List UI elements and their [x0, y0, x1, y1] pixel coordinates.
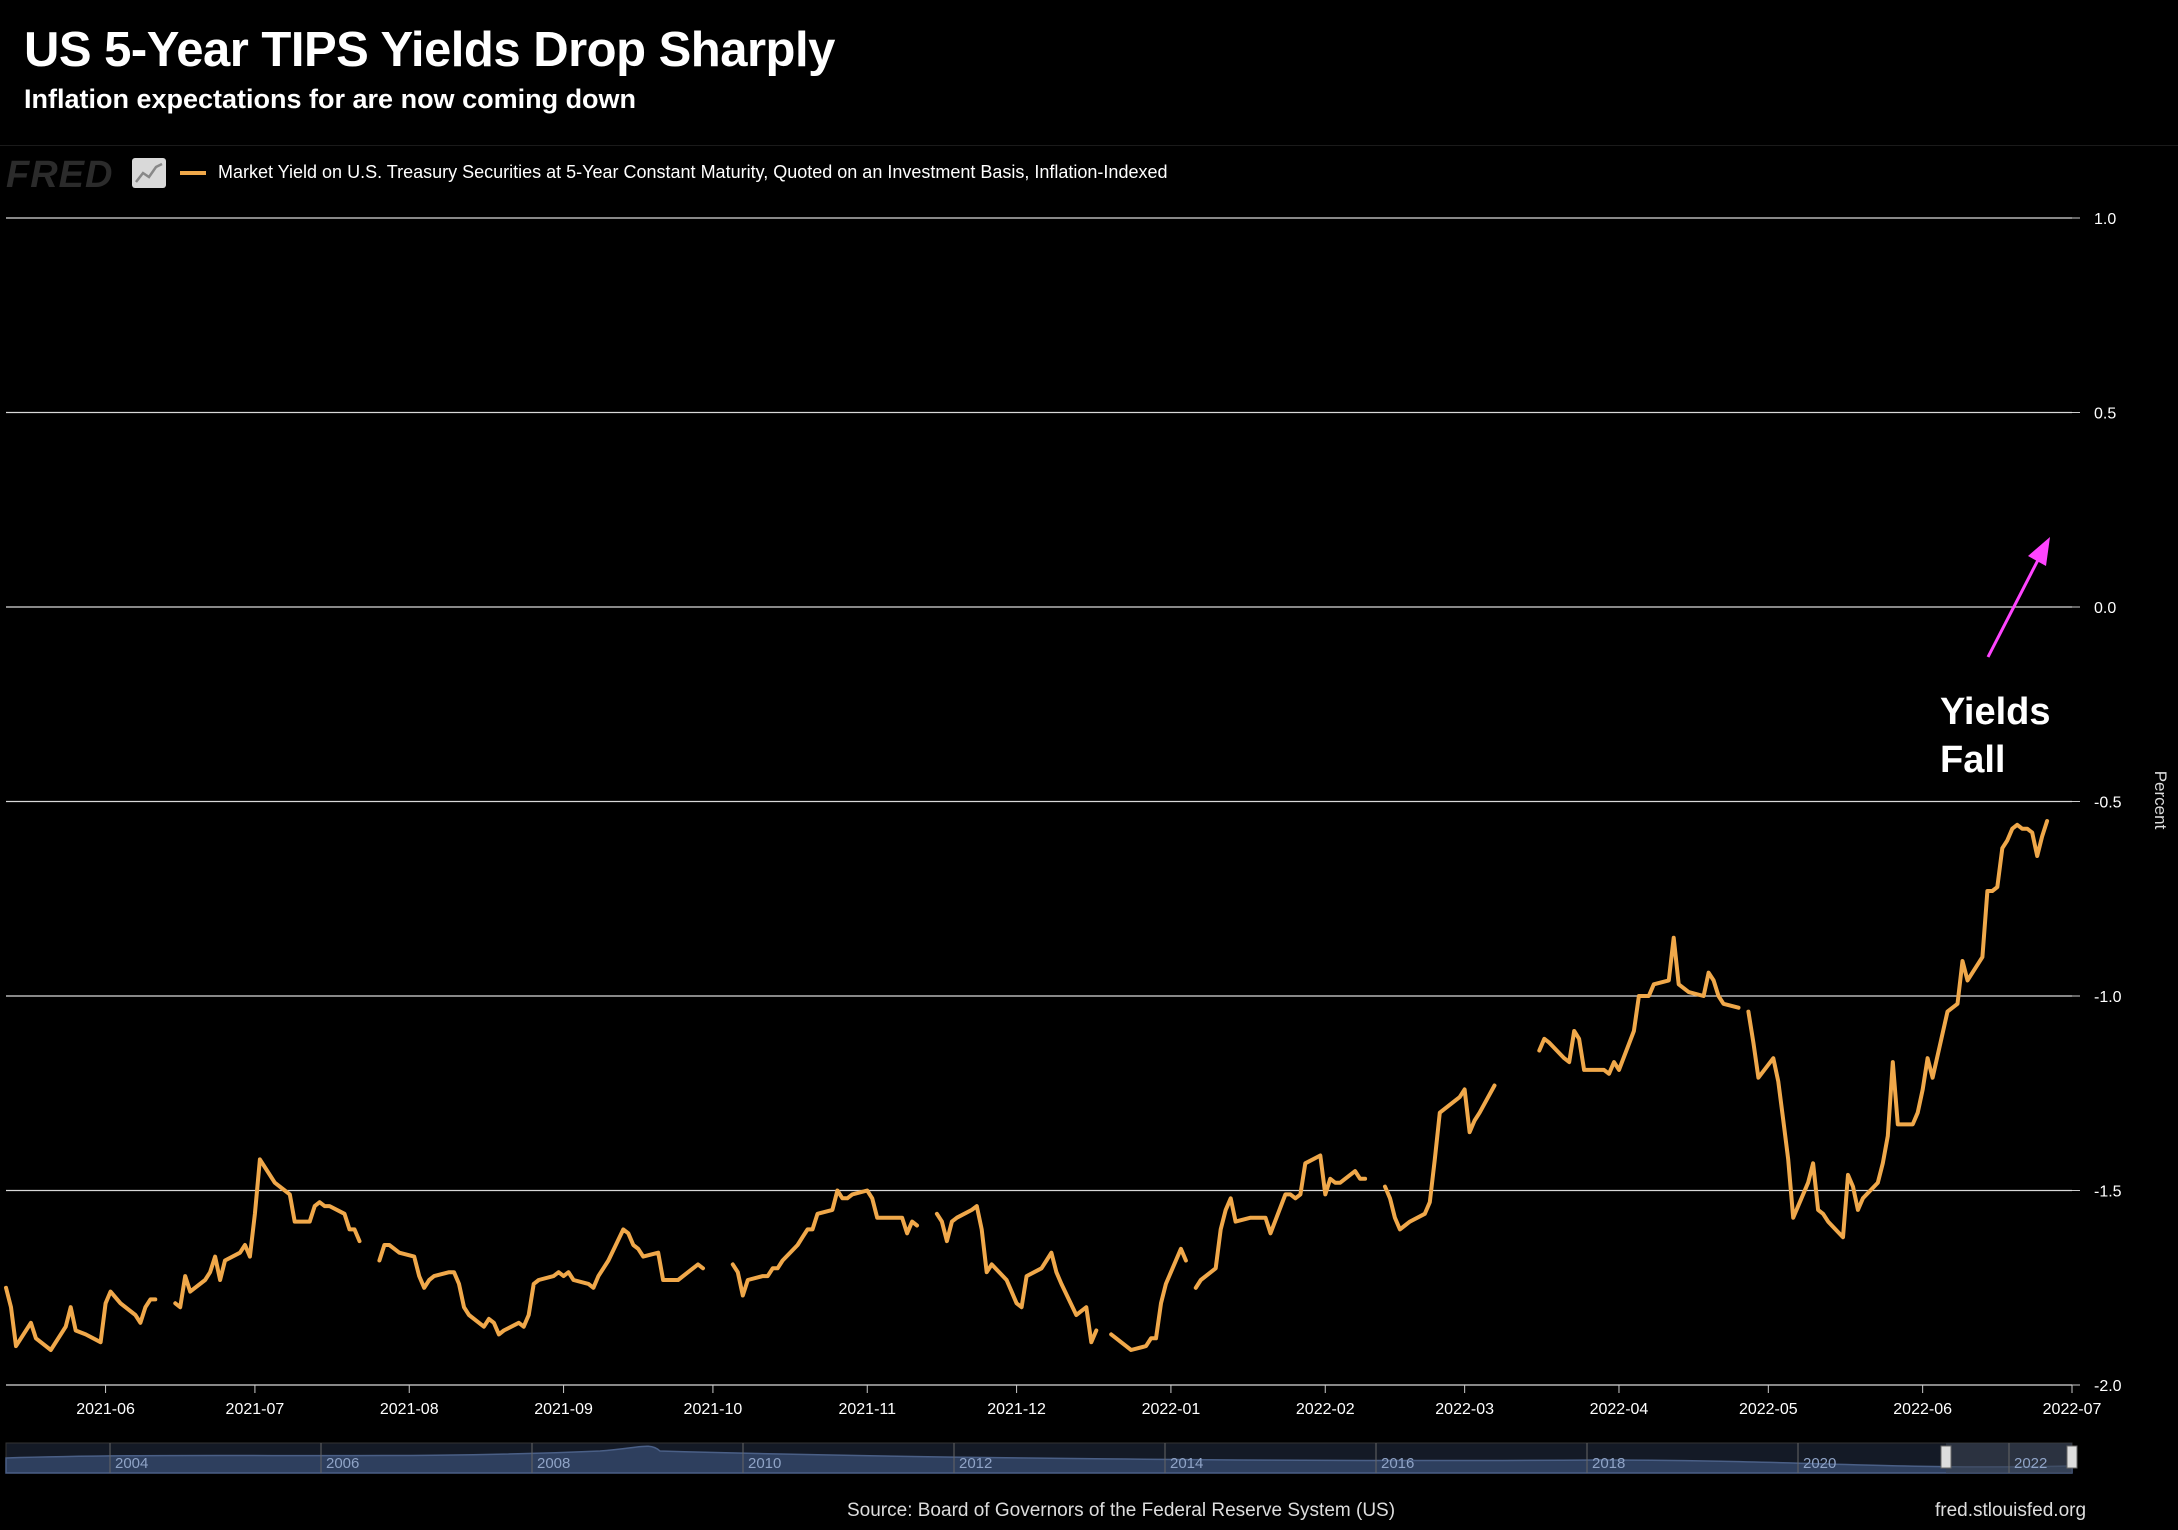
series-line-segment — [730, 1188, 919, 1298]
chart-subtitle: Inflation expectations for are now comin… — [24, 84, 637, 114]
y-tick-label: -0.5 — [2094, 795, 2122, 812]
y-tick-label: -1.0 — [2094, 989, 2122, 1006]
navigator-year-label: 2020 — [1803, 1455, 1836, 1472]
y-tick-label: 0.5 — [2094, 406, 2116, 423]
header-divider — [0, 145, 2178, 146]
source-note: Source: Board of Governors of the Federa… — [847, 1500, 1396, 1521]
navigator-year-label: 2014 — [1170, 1455, 1203, 1472]
yields-fall-annotation: Yields Fall — [1940, 688, 2051, 784]
x-tick-label: 2022-03 — [1435, 1401, 1494, 1418]
x-tick-label: 2021-06 — [76, 1401, 135, 1418]
fred-link[interactable]: fred.stlouisfed.org — [1935, 1500, 2087, 1521]
navigator-left-handle — [1940, 1445, 1952, 1469]
y-tick-label: -2.0 — [2094, 1378, 2122, 1395]
navigator-right-handle — [2066, 1445, 2078, 1469]
annotation-arrow-shaft — [1986, 559, 2040, 658]
series-line-segment — [173, 1157, 362, 1310]
series-line-segment — [1109, 1246, 1188, 1352]
fred-logo: FRED — [6, 154, 114, 196]
series-line-segment — [1746, 819, 2050, 1240]
x-tick-label: 2022-05 — [1739, 1401, 1798, 1418]
x-tick-label: 2021-12 — [987, 1401, 1046, 1418]
series-line-segment — [1193, 1153, 1368, 1290]
navigator-year-label: 2006 — [326, 1455, 359, 1472]
annotation-line-1: Yields — [1940, 691, 2051, 733]
navigator-area — [5, 1445, 2073, 1474]
x-tick-label: 2022-02 — [1296, 1401, 1355, 1418]
navigator-year-label: 2004 — [115, 1455, 148, 1472]
annotation-line-2: Fall — [1940, 739, 2006, 781]
series-line-segment — [1383, 1083, 1497, 1232]
x-tick-label: 2021-07 — [226, 1401, 285, 1418]
y-tick-label: 1.0 — [2094, 211, 2116, 228]
x-tick-label: 2021-08 — [380, 1401, 439, 1418]
y-tick-label: 0.0 — [2094, 600, 2116, 617]
x-tick-label: 2021-11 — [838, 1401, 896, 1418]
navigator-year-label: 2012 — [959, 1455, 992, 1472]
legend-swatch — [180, 170, 206, 175]
series-line-segment — [1537, 935, 1741, 1076]
navigator-year-label: 2022 — [2014, 1455, 2047, 1472]
legend-label: Market Yield on U.S. Treasury Securities… — [218, 162, 1168, 182]
line-chart-icon[interactable] — [132, 158, 166, 188]
navigator-year-label: 2008 — [537, 1455, 570, 1472]
series-line-segment — [377, 1227, 705, 1337]
x-tick-label: 2022-01 — [1142, 1401, 1201, 1418]
y-axis-title: Percent — [2151, 771, 2170, 830]
x-tick-label: 2021-10 — [684, 1401, 743, 1418]
series-line-segment — [934, 1204, 1099, 1345]
y-tick-label: -1.5 — [2094, 1184, 2122, 1201]
annotation-arrow-head — [2028, 537, 2050, 566]
navigator-year-label: 2016 — [1381, 1455, 1414, 1472]
x-tick-label: 2021-09 — [534, 1401, 593, 1418]
x-tick-label: 2022-06 — [1893, 1401, 1952, 1418]
series-line-segment — [4, 1285, 158, 1352]
navigator-year-label: 2018 — [1592, 1455, 1625, 1472]
x-tick-label: 2022-07 — [2043, 1401, 2102, 1418]
navigator-year-label: 2010 — [748, 1455, 781, 1472]
chart-title: US 5-Year TIPS Yields Drop Sharply — [24, 23, 835, 77]
chart-legend[interactable]: Market Yield on U.S. Treasury Securities… — [180, 162, 1167, 183]
x-tick-label: 2022-04 — [1590, 1401, 1649, 1418]
